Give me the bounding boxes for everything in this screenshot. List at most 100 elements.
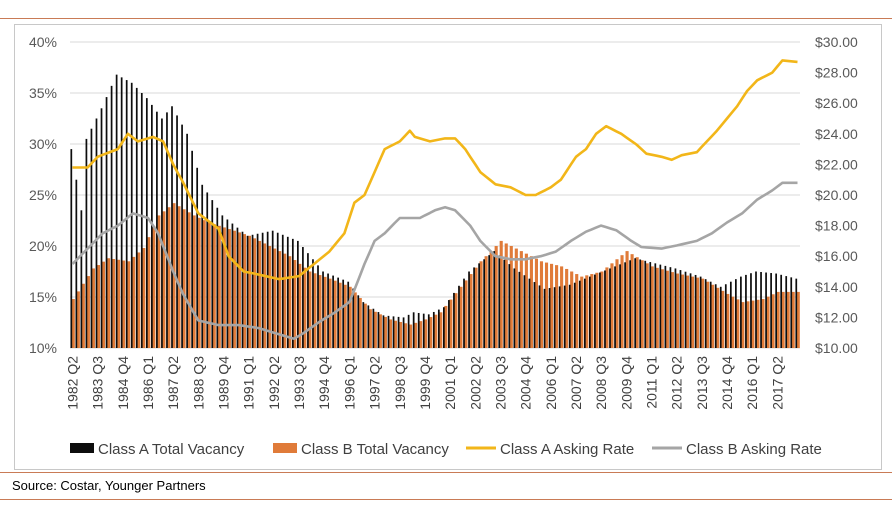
class-b-vacancy-bar bbox=[424, 319, 428, 348]
class-a-vacancy-bar bbox=[427, 314, 430, 348]
y-axis-right: $30.00 $28.00 $26.00 $24.00 $22.00 $20.00 $18.… bbox=[815, 34, 858, 356]
class-b-vacancy-bar bbox=[711, 284, 715, 348]
class-b-vacancy-bar bbox=[303, 267, 307, 348]
class-b-vacancy-bar bbox=[368, 309, 372, 348]
class-a-vacancy-bar bbox=[105, 97, 108, 348]
class-b-vacancy-bar bbox=[796, 291, 800, 348]
class-b-vacancy-bar bbox=[620, 255, 624, 348]
class-b-vacancy-bar bbox=[132, 256, 136, 348]
x-tick-label: 2012 Q2 bbox=[669, 356, 685, 410]
y-left-tick-label: 40% bbox=[29, 34, 57, 50]
class-a-vacancy-bar bbox=[100, 108, 103, 348]
class-a-vacancy-bar bbox=[196, 167, 199, 348]
class-b-vacancy-bar bbox=[791, 291, 795, 348]
y-right-tick-label: $30.00 bbox=[815, 34, 858, 50]
class-a-vacancy-bar bbox=[604, 270, 606, 348]
class-a-vacancy-bar bbox=[719, 286, 722, 348]
class-b-vacancy-bar bbox=[288, 256, 292, 348]
class-a-vacancy-bar bbox=[407, 314, 410, 348]
class-b-vacancy-bar bbox=[348, 286, 352, 348]
class-a-vacancy-bar bbox=[543, 288, 546, 348]
class-a-vacancy-bar bbox=[191, 150, 193, 348]
x-tick-label: 2007 Q2 bbox=[568, 356, 584, 410]
class-b-vacancy-bar bbox=[690, 276, 695, 348]
x-tick-label: 1984 Q4 bbox=[115, 356, 131, 410]
class-b-vacancy-bar bbox=[283, 253, 287, 348]
class-b-asking-rate-line bbox=[71, 181, 798, 341]
class-a-vacancy-bar bbox=[644, 260, 647, 348]
class-a-vacancy-bar bbox=[750, 273, 752, 348]
class-b-vacancy-bar bbox=[575, 274, 579, 348]
class-a-vacancy-bar bbox=[211, 200, 214, 348]
class-a-vacancy-bar bbox=[125, 80, 128, 348]
class-b-vacancy-bar bbox=[600, 271, 604, 348]
class-b-vacancy-bar bbox=[544, 262, 549, 348]
class-a-vacancy-bar bbox=[377, 312, 380, 348]
class-b-vacancy-bar bbox=[565, 268, 569, 348]
class-a-vacancy-bar bbox=[785, 276, 788, 348]
class-b-vacancy-bar bbox=[625, 251, 629, 348]
class-b-vacancy-bar bbox=[489, 251, 493, 348]
y-right-tick-label: $22.00 bbox=[815, 156, 858, 172]
class-b-vacancy-bar bbox=[313, 273, 317, 348]
class-a-vacancy-bar bbox=[342, 279, 345, 348]
x-tick-label: 1989 Q4 bbox=[216, 356, 232, 410]
class-b-vacancy-bar bbox=[81, 283, 85, 348]
class-a-vacancy-bar bbox=[523, 275, 526, 348]
class-a-vacancy-bar bbox=[176, 115, 178, 348]
class-b-vacancy-bar bbox=[388, 319, 393, 348]
class-b-vacancy-bar bbox=[444, 305, 448, 348]
class-a-vacancy-bar bbox=[110, 85, 113, 349]
class-b-vacancy-bar bbox=[182, 209, 186, 348]
class-b-vacancy-bar bbox=[786, 291, 790, 348]
class-a-vacancy-bar bbox=[251, 234, 254, 348]
class-a-vacancy-bar bbox=[775, 273, 777, 348]
class-b-vacancy-bar bbox=[137, 252, 141, 348]
class-b-vacancy-bar bbox=[736, 299, 740, 348]
class-b-vacancy-bar bbox=[268, 246, 272, 348]
class-a-vacancy-bar bbox=[624, 262, 626, 348]
class-b-vacancy-bar bbox=[222, 227, 226, 348]
class-a-vacancy-bar bbox=[422, 313, 425, 348]
class-a-vacancy-bar bbox=[115, 74, 118, 348]
class-b-vacancy-bar bbox=[343, 284, 347, 348]
class-a-vacancy-bar bbox=[654, 263, 657, 348]
class-b-vacancy-bar bbox=[197, 217, 201, 348]
class-b-vacancy-bar bbox=[449, 299, 453, 348]
x-tick-label: 1991 Q1 bbox=[241, 356, 257, 410]
class-b-vacancy-bar bbox=[177, 206, 181, 348]
y-axis-left: 40% 35% 30% 25% 20% 15% 10% bbox=[29, 34, 57, 356]
class-b-vacancy-bar bbox=[212, 224, 216, 348]
class-b-vacancy-bar bbox=[706, 281, 710, 348]
class-b-vacancy-bar bbox=[71, 299, 75, 348]
y-right-tick-label: $14.00 bbox=[815, 279, 858, 295]
x-tick-label: 2017 Q2 bbox=[769, 356, 785, 410]
class-a-vacancy-bar bbox=[745, 274, 747, 348]
class-b-vacancy-bar bbox=[761, 299, 765, 348]
class-b-vacancy-bar bbox=[358, 298, 362, 348]
class-b-vacancy-bar bbox=[701, 278, 705, 348]
class-a-vacancy-bar bbox=[402, 317, 405, 348]
class-b-vacancy-bar bbox=[640, 260, 644, 348]
class-a-vacancy-bar bbox=[437, 309, 440, 348]
class-a-vacancy-bar bbox=[463, 278, 465, 348]
class-b-vacancy-bar bbox=[273, 248, 277, 348]
class-a-vacancy-bar bbox=[291, 238, 294, 348]
footer-rule bbox=[0, 499, 892, 500]
class-a-vacancy-bar bbox=[85, 138, 88, 348]
class-b-vacancy-bar bbox=[106, 258, 111, 348]
class-b-vacancy-bar bbox=[610, 263, 614, 348]
class-b-vacancy-bar bbox=[549, 263, 554, 348]
class-a-vacancy-bar bbox=[226, 219, 229, 348]
class-b-vacancy-bar bbox=[76, 291, 80, 348]
class-b-vacancy-bar bbox=[585, 275, 589, 348]
class-a-vacancy-bar bbox=[448, 300, 450, 348]
class-b-vacancy-bar bbox=[454, 293, 458, 348]
class-b-vacancy-bar bbox=[685, 275, 690, 348]
class-a-vacancy-bar bbox=[468, 271, 470, 348]
class-a-vacancy-bar bbox=[533, 282, 536, 348]
x-tick-label: 2002 Q2 bbox=[467, 356, 483, 410]
class-a-vacancy-bar bbox=[256, 233, 259, 348]
class-a-vacancy-bar bbox=[372, 308, 375, 348]
